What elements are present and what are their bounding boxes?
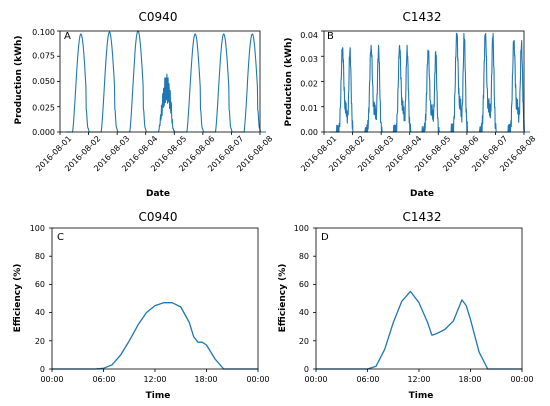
panel-d: C1432 D Efficiency (%) Time 0 20 40 60 8… [278, 210, 534, 401]
panel-b-ytick: 0.02 [300, 80, 318, 89]
panel-a-frame [59, 30, 261, 133]
panel-d-tick-marks [313, 227, 523, 372]
panel-d-ytick: 0 [304, 365, 309, 374]
panel-d-xticks: 00:00 06:00 12:00 18:00 00:00 [304, 375, 533, 384]
panel-a-xlabel: Date [146, 189, 170, 199]
panel-d-xtick: 18:00 [458, 375, 481, 384]
panel-d-label: D [321, 232, 329, 243]
panel-c-yticks: 0 20 40 60 80 100 [30, 224, 45, 374]
panel-c-frame [51, 227, 259, 370]
panel-d-ytick: 20 [299, 337, 309, 346]
panel-a-label: A [64, 31, 71, 42]
panel-c-title: C0940 [139, 210, 178, 224]
panel-d-xlabel: Time [409, 391, 434, 401]
panel-a-ytick: 0.000 [32, 128, 55, 137]
panel-d-ytick: 40 [299, 308, 309, 317]
panel-b-frame [323, 30, 525, 133]
panel-a-ytick: 0.075 [32, 52, 55, 61]
panel-c-xtick: 18:00 [194, 375, 217, 384]
panel-a-ytick: 0.025 [32, 104, 55, 113]
panel-d-xtick: 00:00 [304, 375, 327, 384]
panel-c-xtick: 06:00 [92, 375, 115, 384]
panel-b-title: C1432 [403, 10, 442, 24]
panel-b-tick-marks [321, 30, 525, 135]
panel-a-title: C0940 [139, 10, 178, 24]
panel-c-xtick: 12:00 [143, 375, 166, 384]
panel-c-xlabel: Time [146, 391, 171, 401]
panel-c-xtick: 00:00 [40, 375, 63, 384]
panel-d-ylabel: Efficiency (%) [278, 264, 288, 333]
panel-d-xtick: 00:00 [510, 375, 533, 384]
panel-d-xtick: 12:00 [407, 375, 430, 384]
panel-b-xlabel: Date [410, 189, 434, 199]
panel-b: C1432 B Production (kWh) Date 0.00 0.01 … [284, 10, 537, 199]
panel-b-ytick: 0.01 [300, 104, 318, 113]
panel-c-ytick: 100 [30, 224, 45, 233]
panel-d-yticks: 0 20 40 60 80 100 [294, 224, 309, 374]
panel-b-xticks: 2016-08-01 2016-08-02 2016-08-03 2016-08… [299, 134, 537, 173]
panel-c-tick-marks [49, 227, 259, 372]
panel-c-ytick: 40 [35, 308, 45, 317]
panel-b-yticks: 0.00 0.01 0.02 0.03 0.04 [300, 31, 318, 137]
panel-c-xticks: 00:00 06:00 12:00 18:00 00:00 [40, 375, 269, 384]
panel-c-ytick: 60 [35, 280, 45, 289]
panel-a-yticks: 0.000 0.025 0.050 0.075 0.100 [32, 28, 55, 137]
panel-c: C0940 C Efficiency (%) Time 0 20 40 60 8… [13, 210, 270, 401]
panel-a-ylabel: Production (kWh) [14, 35, 24, 124]
panel-c-label: C [57, 232, 64, 243]
panel-d-frame [315, 227, 523, 370]
panel-b-series-line [329, 32, 531, 133]
panel-d-series-line [316, 290, 522, 370]
panel-a-series-line [65, 30, 267, 133]
panel-a-ytick: 0.100 [32, 28, 55, 37]
panel-d-title: C1432 [403, 210, 442, 224]
panel-c-ytick: 20 [35, 337, 45, 346]
panel-d-xtick: 06:00 [356, 375, 379, 384]
panel-b-label: B [327, 31, 334, 42]
panel-d-ytick: 60 [299, 280, 309, 289]
panel-a-ytick: 0.050 [32, 77, 55, 86]
panel-c-ytick: 0 [40, 365, 45, 374]
panel-c-series-line [52, 302, 258, 370]
panel-b-ytick: 0.03 [300, 55, 318, 64]
panel-d-ytick: 100 [294, 224, 309, 233]
panel-c-ylabel: Efficiency (%) [13, 264, 23, 333]
panel-b-ylabel: Production (kWh) [284, 37, 294, 126]
panel-a-tick-marks [57, 30, 261, 135]
panel-c-ytick: 80 [35, 252, 45, 261]
panel-b-ytick: 0.00 [300, 128, 318, 137]
panel-b-ytick: 0.04 [300, 31, 318, 40]
panel-a: C0940 A Production (kWh) Date 0.000 0.02… [14, 10, 274, 199]
panel-d-ytick: 80 [299, 252, 309, 261]
panel-c-xtick: 00:00 [246, 375, 269, 384]
panel-a-xticks: 2016-08-01 2016-08-02 2016-08-03 2016-08… [34, 134, 274, 173]
